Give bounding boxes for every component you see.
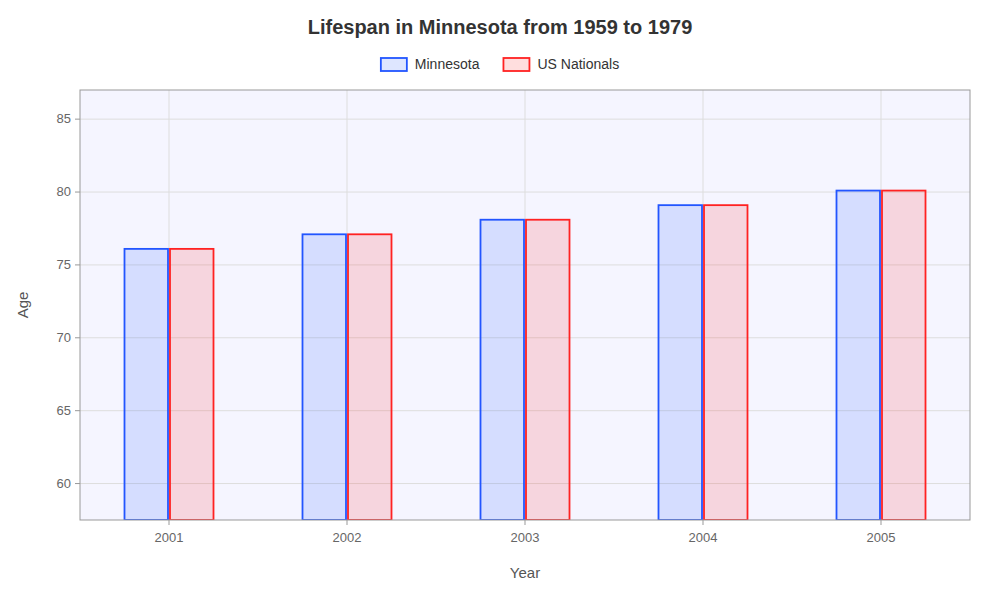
legend-label: Minnesota — [415, 56, 480, 72]
bar — [170, 249, 214, 520]
x-tick — [881, 520, 882, 525]
y-tick — [75, 410, 80, 411]
plot-area — [80, 90, 970, 520]
x-tick-label: 2001 — [155, 530, 184, 545]
title: Lifespan in Minnesota from 1959 to 1979 — [308, 16, 693, 38]
bar — [481, 220, 525, 520]
y-axis-label: Age — [14, 292, 31, 319]
plot-frame — [80, 90, 970, 520]
bar — [303, 234, 347, 520]
x-axis-label: Year — [510, 564, 540, 581]
x-tick-label: 2004 — [689, 530, 718, 545]
y-tick — [75, 264, 80, 265]
x-tick-label: 2002 — [333, 530, 362, 545]
bar — [882, 191, 926, 520]
x-axis: 2001 2002 2003 2004 2005 — [155, 520, 896, 545]
x-tick-label: 2003 — [511, 530, 540, 545]
y-tick-label: 75 — [57, 257, 71, 272]
legend-item: Minnesota — [381, 56, 480, 72]
y-axis: 60 65 70 75 80 85 — [57, 111, 80, 490]
x-tick — [169, 520, 170, 525]
y-tick-label: 60 — [57, 476, 71, 491]
y-tick — [75, 119, 80, 120]
y-tick-label: 70 — [57, 330, 71, 345]
bar — [348, 234, 392, 520]
grid — [80, 90, 970, 520]
x-tick — [347, 520, 348, 525]
legend-swatch — [503, 58, 529, 71]
x-tick-label: 2005 — [867, 530, 896, 545]
x-tick — [525, 520, 526, 525]
bar — [526, 220, 570, 520]
y-tick — [75, 337, 80, 338]
y-tick — [75, 192, 80, 193]
chart-container: Lifespan in Minnesota from 1959 to 1979 6… — [0, 0, 1000, 600]
legend: Minnesota US Nationals — [381, 56, 619, 72]
bars — [125, 191, 926, 520]
bar — [704, 205, 748, 520]
bar — [837, 191, 881, 520]
bar — [125, 249, 169, 520]
chart-svg: Lifespan in Minnesota from 1959 to 1979 6… — [0, 0, 1000, 600]
y-tick-label: 80 — [57, 184, 71, 199]
legend-label: US Nationals — [537, 56, 619, 72]
y-tick-label: 85 — [57, 111, 71, 126]
y-tick-label: 65 — [57, 403, 71, 418]
legend-item: US Nationals — [503, 56, 619, 72]
background — [0, 0, 1000, 600]
y-tick — [75, 483, 80, 484]
x-tick — [703, 520, 704, 525]
bar — [659, 205, 703, 520]
legend-swatch — [381, 58, 407, 71]
